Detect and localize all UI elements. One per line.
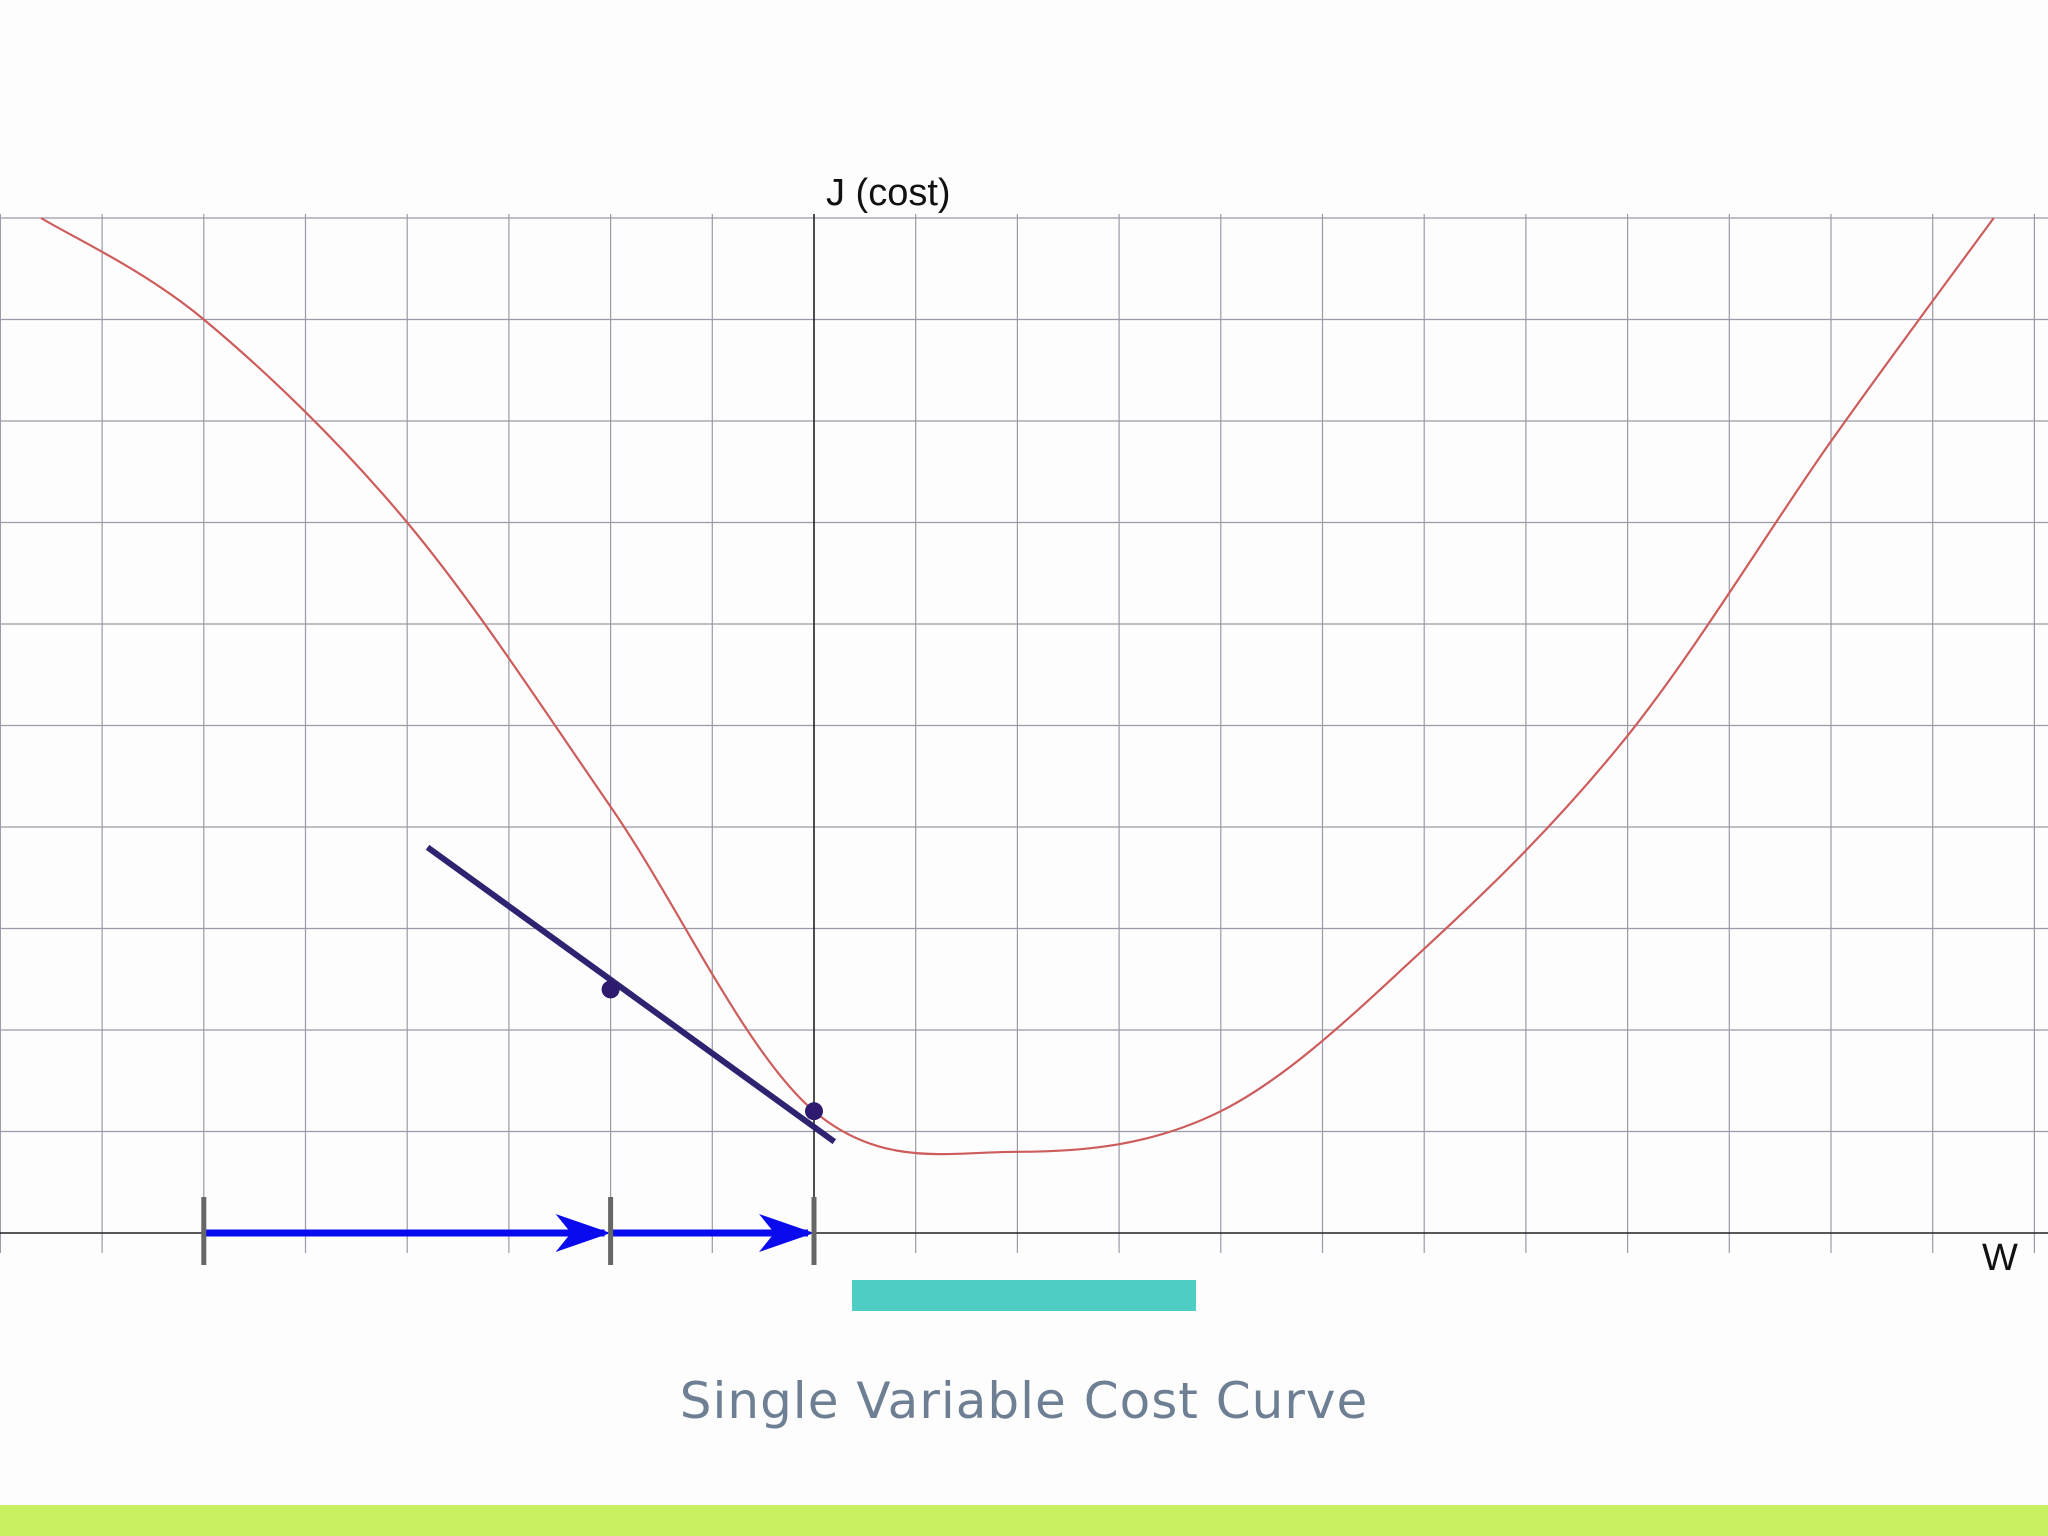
teal-marker-bar <box>852 1280 1196 1311</box>
tangent-line <box>425 844 837 1145</box>
step-arrow-head <box>759 1214 814 1252</box>
y-axis-label: J (cost) <box>826 172 951 214</box>
series <box>40 217 1995 1156</box>
grid <box>0 214 2048 1253</box>
data-point <box>601 980 620 999</box>
figure-caption: Single Variable Cost Curve <box>679 1372 1369 1430</box>
annotations <box>201 844 837 1265</box>
x-axis-label: W <box>1982 1237 2018 1279</box>
bottom-accent-bar <box>0 1505 2048 1536</box>
step-arrow-head <box>555 1214 611 1252</box>
cost-curve-line <box>40 217 1995 1156</box>
axes <box>0 214 2048 1234</box>
data-point <box>805 1102 823 1121</box>
